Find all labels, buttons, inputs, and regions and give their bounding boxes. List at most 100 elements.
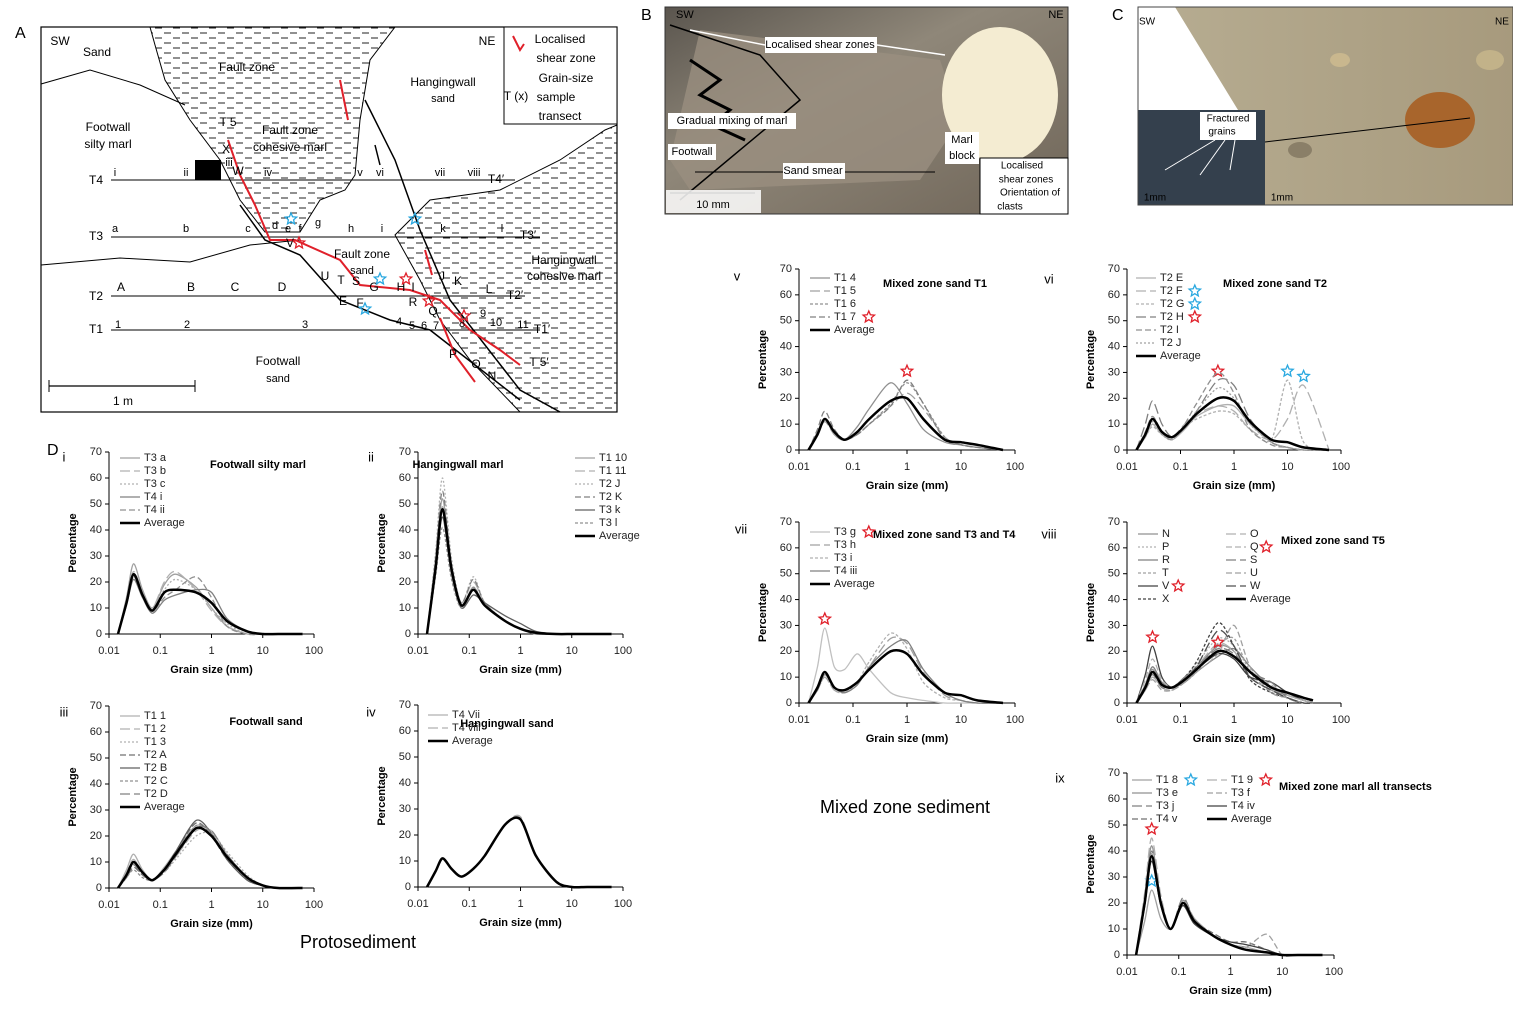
diagram-label: I <box>411 280 414 294</box>
legend-label: T3 i <box>834 552 852 564</box>
legend-label: T2 I <box>1160 324 1179 336</box>
x-tick-label: 0.01 <box>407 645 428 657</box>
diagram-label: SW <box>50 34 70 48</box>
y-tick-label: 10 <box>1108 418 1120 430</box>
legend-label: Average <box>834 578 875 590</box>
data-line <box>1136 854 1322 957</box>
data-line <box>427 517 612 634</box>
x-tick-label: 1 <box>1231 714 1237 726</box>
x-tick-label: 100 <box>305 899 323 911</box>
diagram-label: 1 m <box>113 394 133 408</box>
diagram-label: T2′ <box>507 288 524 302</box>
panel-label: iii <box>60 704 69 719</box>
x-tick-label: 0.1 <box>845 714 860 726</box>
legend-label: T4 iv <box>1231 800 1255 812</box>
legend-label: T4 Vii <box>452 709 480 721</box>
data-line <box>1136 405 1329 451</box>
legend-label: T1 8 <box>1156 774 1178 786</box>
diagram-label: i <box>114 167 116 179</box>
y-tick-label: 30 <box>399 803 411 815</box>
y-tick-label: 70 <box>90 700 102 712</box>
y-tick-label: 40 <box>1108 845 1120 857</box>
legend-label: Q <box>1250 541 1259 553</box>
chart-title: Footwall sand <box>229 716 302 728</box>
diagram-label: g <box>315 217 321 229</box>
y-tick-label: 0 <box>1114 444 1120 456</box>
y-tick-label: 0 <box>405 881 411 893</box>
photo-label: Fractured <box>1207 114 1250 125</box>
x-axis-label: Grain size (mm) <box>170 664 253 676</box>
photo-label: 10 mm <box>696 199 730 211</box>
diagram-label: 11 <box>517 319 528 331</box>
photo-label: Sand smear <box>783 165 843 177</box>
diagram-label: D <box>278 280 287 294</box>
photo-label: Localised shear zones <box>765 39 875 51</box>
legend-label: S <box>1250 554 1257 566</box>
legend-star <box>1261 541 1272 552</box>
data-line <box>1136 379 1329 451</box>
x-tick-label: 1 <box>517 898 523 910</box>
data-line <box>427 478 612 634</box>
diagram-label: P <box>449 347 457 361</box>
y-tick-label: 20 <box>1108 392 1120 404</box>
photo-label: 1mm <box>1144 193 1166 204</box>
y-tick-label: 30 <box>90 804 102 816</box>
y-tick-label: 20 <box>90 576 102 588</box>
diagram-label: a <box>112 223 119 235</box>
legend-label: U <box>1250 567 1258 579</box>
legend-label: T2 B <box>144 762 167 774</box>
legend-label: T1 4 <box>834 272 856 284</box>
y-tick-label: 0 <box>96 882 102 894</box>
x-tick-label: 10 <box>257 645 269 657</box>
x-tick-label: 0.1 <box>1173 461 1188 473</box>
y-tick-label: 40 <box>399 777 411 789</box>
x-tick-label: 10 <box>1281 461 1293 473</box>
diagram-label: vii <box>435 167 445 179</box>
data-line <box>1136 856 1322 955</box>
y-tick-label: 0 <box>786 444 792 456</box>
data-line <box>809 650 1004 703</box>
diagram-label: Hangingwall <box>531 253 596 267</box>
legend-label: N <box>1162 528 1170 540</box>
data-line <box>1136 648 1313 703</box>
x-axis-label: Grain size (mm) <box>479 664 562 676</box>
x-axis-label: Grain size (mm) <box>170 918 253 930</box>
y-tick-label: 70 <box>399 446 411 458</box>
panel-letter: B <box>641 7 652 24</box>
diagram-label: 3 <box>302 319 308 331</box>
legend-label: V <box>1162 580 1170 592</box>
clast <box>1330 53 1350 67</box>
legend-label: T3 h <box>834 539 856 551</box>
diagram-label: K <box>454 274 462 288</box>
legend-label: T3 a <box>144 452 167 464</box>
photo-label: shear zones <box>999 175 1053 186</box>
legend-label: T3 e <box>1156 787 1178 799</box>
y-tick-label: 60 <box>1108 793 1120 805</box>
legend-label: T3 j <box>1156 800 1174 812</box>
diagram-label: U <box>321 269 330 283</box>
diagram-label: N <box>488 369 497 383</box>
photo-label: SW <box>676 9 694 21</box>
y-tick-label: 0 <box>1114 697 1120 709</box>
diagram-label: ii <box>184 167 189 179</box>
y-tick-label: 0 <box>96 628 102 640</box>
data-line <box>809 633 1004 703</box>
panel-label: i <box>63 449 66 464</box>
diagram-label: 4 <box>396 316 402 328</box>
y-tick-label: 60 <box>90 726 102 738</box>
x-tick-label: 100 <box>305 645 323 657</box>
y-tick-label: 50 <box>1108 819 1120 831</box>
y-tick-label: 20 <box>1108 645 1120 657</box>
data-line <box>809 640 1004 703</box>
y-axis-label: Percentage <box>1085 330 1097 389</box>
data-line <box>1136 846 1322 955</box>
diagram-label: NE <box>479 34 496 48</box>
y-tick-label: 20 <box>780 392 792 404</box>
chart-title: Footwall silty marl <box>210 459 306 471</box>
photo-label: Marl <box>951 134 972 146</box>
legend-label: Average <box>834 324 875 336</box>
data-line <box>118 828 303 889</box>
photo-label: block <box>949 150 975 162</box>
y-tick-label: 10 <box>399 602 411 614</box>
data-line <box>118 832 303 888</box>
